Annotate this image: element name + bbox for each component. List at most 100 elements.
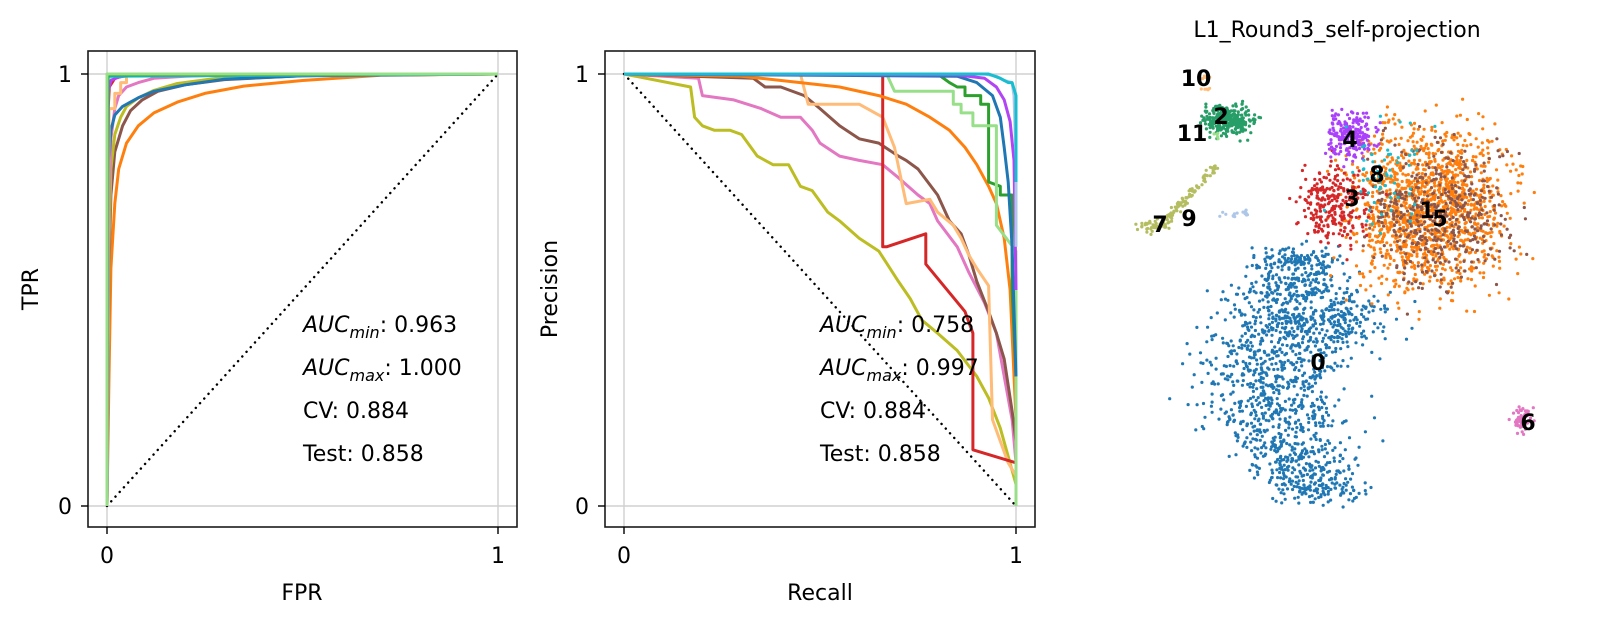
embedding-point-cluster-0 (1363, 430, 1367, 434)
embedding-point-cluster-1 (1402, 218, 1406, 222)
embedding-point-cluster-1 (1458, 113, 1462, 117)
embedding-point-cluster-5 (1443, 187, 1447, 192)
embedding-point-cluster-3 (1303, 197, 1307, 202)
embedding-point-cluster-0 (1324, 283, 1328, 287)
embedding-point-cluster-4 (1345, 138, 1350, 142)
embedding-point-cluster-0 (1268, 357, 1272, 361)
embedding-point-cluster-5 (1456, 208, 1460, 212)
embedding-point-cluster-1 (1368, 269, 1372, 274)
embedding-point-cluster-2 (1247, 113, 1251, 117)
embedding-point-cluster-2 (1204, 105, 1208, 109)
embedding-point-cluster-1 (1377, 222, 1381, 226)
embedding-point-cluster-0 (1259, 366, 1263, 370)
embedding-point-cluster-0 (1283, 399, 1287, 403)
embedding-point-cluster-0 (1319, 398, 1324, 402)
embedding-point-cluster-1 (1517, 173, 1521, 178)
embedding-point-cluster-0 (1310, 287, 1314, 291)
embedding-point-cluster-1 (1401, 226, 1405, 230)
embedding-point-cluster-7 (1169, 205, 1173, 210)
embedding-point-cluster-0 (1301, 382, 1305, 386)
embedding-point-cluster-1 (1412, 179, 1416, 183)
embedding-point-cluster-1 (1428, 264, 1432, 268)
embedding-point-cluster-5 (1447, 260, 1451, 264)
embedding-point-cluster-0 (1313, 308, 1317, 312)
embedding-point-cluster-0 (1286, 256, 1290, 261)
embedding-point-cluster-3 (1360, 222, 1364, 226)
embedding-point-cluster-3 (1341, 198, 1345, 202)
embedding-point-cluster-1 (1382, 263, 1386, 267)
embedding-point-cluster-1 (1427, 267, 1431, 271)
embedding-point-cluster-5 (1473, 236, 1477, 241)
embedding-point-cluster-0 (1297, 368, 1301, 372)
embedding-point-cluster-1 (1386, 252, 1390, 256)
embedding-point-cluster-1 (1463, 226, 1467, 230)
embedding-point-cluster-6 (1520, 430, 1524, 434)
embedding-point-cluster-0 (1344, 488, 1348, 492)
embedding-point-cluster-0 (1336, 339, 1340, 344)
embedding-point-cluster-5 (1399, 210, 1403, 215)
embedding-point-cluster-5 (1476, 213, 1480, 217)
embedding-point-cluster-1 (1411, 131, 1416, 135)
embedding-point-cluster-1 (1442, 207, 1446, 211)
embedding-point-cluster-0 (1259, 321, 1263, 325)
embedding-point-cluster-0 (1223, 377, 1227, 381)
embedding-point-cluster-0 (1317, 348, 1321, 352)
embedding-point-cluster-0 (1318, 359, 1322, 363)
embedding-point-cluster-5 (1462, 259, 1466, 263)
embedding-point-cluster-0 (1381, 439, 1385, 443)
embedding-point-cluster-2 (1204, 110, 1208, 114)
embedding-point-cluster-5 (1402, 272, 1406, 276)
embedding-point-cluster-0 (1284, 259, 1288, 263)
embedding-point-cluster-5 (1509, 233, 1513, 237)
embedding-point-cluster-0 (1256, 403, 1260, 407)
embedding-point-cluster-4 (1347, 116, 1352, 121)
embedding-point-cluster-0 (1223, 411, 1227, 415)
embedding-point-cluster-0 (1360, 331, 1364, 336)
embedding-point-cluster-0 (1264, 396, 1268, 400)
embedding-point-cluster-0 (1208, 360, 1212, 364)
embedding-point-cluster-1 (1456, 276, 1460, 280)
embedding-point-cluster-5 (1459, 275, 1463, 279)
embedding-point-cluster-4 (1343, 122, 1347, 126)
embedding-point-cluster-0 (1264, 266, 1268, 270)
embedding-point-cluster-6 (1527, 419, 1531, 423)
embedding-point-cluster-5 (1366, 157, 1370, 161)
embedding-point-cluster-1 (1372, 248, 1376, 252)
embedding-point-cluster-5 (1415, 203, 1419, 207)
embedding-point-cluster-0 (1272, 391, 1276, 395)
pr-series-9 (624, 72, 1018, 247)
embedding-point-cluster-0 (1297, 344, 1302, 348)
embedding-point-cluster-1 (1478, 152, 1482, 156)
embedding-point-cluster-1 (1438, 306, 1442, 310)
embedding-point-cluster-1 (1386, 266, 1390, 270)
embedding-point-cluster-0 (1264, 446, 1268, 450)
embedding-point-cluster-0 (1332, 335, 1336, 340)
embedding-point-cluster-5 (1465, 175, 1469, 179)
embedding-point-cluster-1 (1491, 193, 1495, 197)
embedding-point-cluster-1 (1474, 187, 1479, 191)
embedding-point-cluster-0 (1278, 338, 1282, 342)
embedding-point-cluster-0 (1357, 445, 1361, 449)
embedding-point-cluster-1 (1397, 142, 1401, 147)
cluster-label-3: 3 (1344, 187, 1359, 212)
embedding-point-cluster-8 (1408, 219, 1412, 223)
embedding-point-cluster-0 (1238, 409, 1242, 413)
embedding-point-cluster-0 (1267, 282, 1271, 286)
embedding-point-cluster-2 (1232, 116, 1236, 120)
embedding-point-cluster-3 (1311, 218, 1315, 222)
embedding-point-cluster-5 (1464, 229, 1468, 233)
embedding-point-cluster-8 (1392, 181, 1397, 185)
embedding-point-cluster-5 (1454, 202, 1458, 206)
embedding-point-cluster-0 (1223, 318, 1227, 322)
embedding-point-cluster-0 (1328, 365, 1332, 369)
embedding-point-cluster-3 (1354, 193, 1358, 197)
embedding-point-cluster-0 (1330, 316, 1334, 320)
embedding-point-cluster-0 (1290, 403, 1294, 407)
embedding-point-cluster-2 (1235, 132, 1239, 136)
embedding-point-cluster-0 (1271, 471, 1275, 475)
embedding-point-cluster-3 (1384, 192, 1388, 196)
embedding-point-cluster-3 (1318, 178, 1322, 182)
embedding-point-cluster-0 (1279, 260, 1283, 264)
embedding-point-cluster-0 (1305, 319, 1309, 323)
embedding-point-cluster-1 (1454, 213, 1458, 217)
